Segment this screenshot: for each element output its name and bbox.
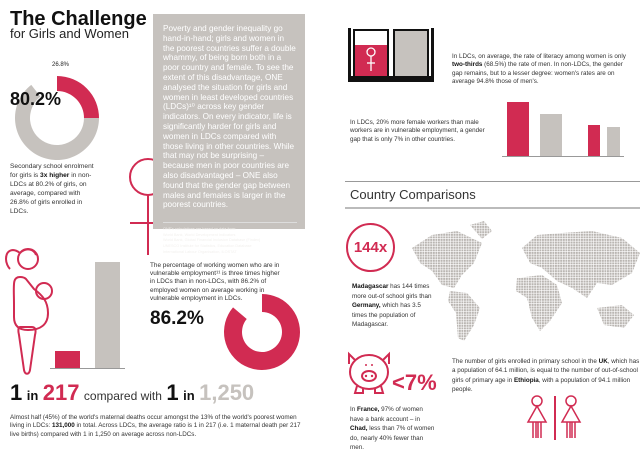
bar-ldc-male [540, 114, 562, 156]
text: in non-LDCs at 80.2% of girls, on averag… [10, 172, 92, 215]
text: Germany, [352, 302, 381, 310]
source-item: ONE's calculations are based on data fro… [163, 227, 237, 232]
source-item: World Bank, World Development Indicators [163, 232, 236, 237]
non-ldc-ratio: 1,250 [199, 380, 255, 405]
text: In LDCs, on average, the rate of literac… [452, 53, 626, 60]
vulnerable-value: 86.2% [150, 308, 204, 329]
dotted-world-map [412, 221, 640, 341]
text: Ethiopia [513, 376, 539, 384]
page-subtitle: for Girls and Women [10, 26, 129, 41]
text: 1 [10, 380, 23, 405]
madagascar-badge: 144x [346, 223, 395, 272]
divider [163, 222, 297, 224]
bar-ldc-vulnerable [55, 351, 80, 368]
source-item: World Bank, Global Financial Inclusion D… [163, 238, 261, 243]
text: , which has a population of 64.1 million… [452, 358, 640, 384]
bar-ldc-female [507, 102, 529, 156]
bank-text: In France, 97% of women have a bank acco… [350, 405, 435, 453]
text: in total. Across LDCs, the average ratio… [10, 422, 301, 438]
ldc-enrolment-arc [57, 76, 99, 119]
text: UK [598, 358, 608, 365]
text: France, [357, 406, 380, 413]
text: has 144 times more out-of school girls t… [352, 283, 432, 300]
intro-text: Poverty and gender inequality go hand-in… [163, 24, 296, 210]
text: 1 [166, 380, 179, 405]
text: less than 7% of women do, nearly 40% few… [350, 425, 435, 452]
vulnerable-donut-chart [224, 294, 300, 370]
text: In [350, 406, 358, 413]
uk-ethiopia-text: The number of girls enrolled in primary … [452, 357, 640, 395]
text: Chad, [350, 425, 368, 433]
text: 97% of women have a bank account – in [350, 406, 423, 423]
ldc-ratio: 217 [42, 380, 80, 405]
text: 131,000 [52, 422, 75, 430]
page-title: The Challenge [10, 8, 147, 30]
mother-baby-icon [4, 248, 53, 375]
text: , with a population of 94.1 million peop… [452, 376, 631, 394]
text: in [183, 388, 195, 403]
madagascar-value: 144x [353, 239, 388, 256]
bar-other-female [588, 125, 600, 156]
source-item: International Labour Organisation, ILOST… [163, 249, 237, 254]
vulnerable-text: The percentage of working women who are … [150, 262, 280, 302]
ldc-enrolment-label: 26.8% [52, 62, 70, 68]
text: 3x higher [40, 172, 70, 179]
text: two-thirds [452, 61, 483, 69]
baseline [50, 368, 125, 369]
text: in [26, 388, 39, 403]
non-ldc-enrolment-arc [15, 84, 99, 160]
piggy-bank-icon [348, 351, 390, 394]
source-item: UNESCO Institute for Statistics, Educati… [163, 243, 252, 248]
bar-non-ldc-vulnerable [95, 262, 120, 368]
maternal-text: Almost half (45%) of the world's materna… [10, 414, 310, 439]
employment-gap-text: In LDCs, 20% more female workers than ma… [350, 119, 485, 143]
section-title: Country Comparisons [350, 187, 476, 202]
text: The number of girls enrolled in primary … [452, 358, 599, 365]
text: Secondary school enrolment for girls is [10, 163, 94, 179]
two-girls-icon [526, 395, 582, 440]
text: compared with [83, 389, 162, 403]
text: which has 3.5 times the population of Ma… [352, 302, 421, 329]
enrolment-donut-chart [15, 76, 99, 160]
text: Madagascar [352, 283, 389, 290]
enrolment-text: Secondary school enrolment for girls is … [10, 162, 100, 216]
maternal-ratio: 1 in 217 compared with 1 in 1,250 [10, 380, 254, 406]
book-icon [348, 28, 434, 82]
divider [345, 181, 640, 182]
literacy-text: In LDCs, on average, the rate of literac… [452, 53, 632, 86]
sources-list: ONE's calculations are based on data fro… [163, 227, 297, 255]
vulnerable-employment-arc [224, 294, 300, 370]
intro-box: Poverty and gender inequality go hand-in… [153, 14, 305, 254]
madagascar-text: Madagascar has 144 times more out-of sch… [352, 282, 432, 330]
baseline [502, 156, 624, 157]
divider [345, 207, 640, 209]
non-ldc-enrolment-value: 80.2% [10, 89, 62, 109]
text: Almost half (45%) of the world's materna… [10, 414, 297, 430]
bar-other-male [607, 127, 620, 156]
bank-value: <7% [392, 370, 437, 395]
text: (68.5%) the rate of men. In non-LDCs, th… [452, 61, 623, 85]
